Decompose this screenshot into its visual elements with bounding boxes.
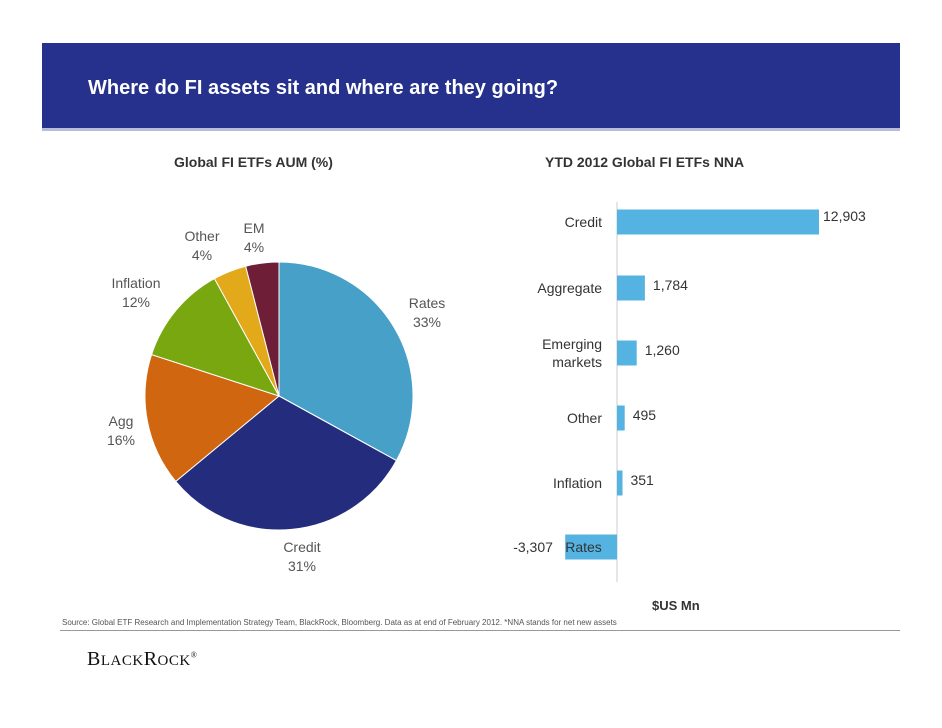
bar-other <box>617 405 625 431</box>
bar-value-label: 495 <box>633 407 657 423</box>
pie-slice-rates <box>278 261 414 462</box>
pie-slice-credit <box>175 395 398 531</box>
bar-inflation <box>617 470 623 496</box>
pie-label-credit: Credit <box>283 539 320 555</box>
pie-label-inflation: Inflation <box>111 275 160 291</box>
bar-value-label: 1,260 <box>645 342 680 358</box>
pie-slice-agg <box>144 353 281 483</box>
source-note: Source: Global ETF Research and Implemen… <box>62 618 617 627</box>
bar-credit <box>617 209 819 235</box>
bar-value-label: 1,784 <box>653 277 688 293</box>
bar-category-label: Other <box>567 410 602 426</box>
pie-slice-inflation <box>150 277 281 397</box>
bar-category-label: markets <box>552 354 602 370</box>
bar-category-label: Emerging <box>542 336 602 352</box>
bar-emerging-markets <box>617 340 637 366</box>
bar-rates <box>565 534 617 560</box>
pie-pct-em: 4% <box>244 239 264 255</box>
bar-value-label: 12,903 <box>823 208 866 224</box>
bar-category-label: Inflation <box>553 475 602 491</box>
bar-axis-unit-label: $US Mn <box>652 598 700 613</box>
bar-chart-title: YTD 2012 Global FI ETFs NNA <box>545 154 745 170</box>
bar-value-label: 351 <box>630 472 654 488</box>
pie-label-agg: Agg <box>109 413 134 429</box>
pie-slice-em <box>245 261 280 397</box>
pie-pct-inflation: 12% <box>122 294 150 310</box>
header-band: Where do FI assets sit and where are the… <box>42 43 900 131</box>
bar-category-label: Aggregate <box>537 280 602 296</box>
pie-label-rates: Rates <box>409 295 446 311</box>
pie-pct-agg: 16% <box>107 432 135 448</box>
page-title: Where do FI assets sit and where are the… <box>88 77 559 99</box>
bar-category-label: Credit <box>565 214 602 230</box>
pie-pct-other: 4% <box>192 247 212 263</box>
pie-pct-credit: 31% <box>288 558 316 574</box>
blackrock-logo: BLACKROCK® <box>87 648 198 670</box>
pie-label-other: Other <box>184 228 219 244</box>
bar-category-label: Rates <box>565 539 602 555</box>
footer-divider <box>60 630 900 631</box>
bar-aggregate <box>617 275 645 301</box>
pie-pct-rates: 33% <box>413 314 441 330</box>
pie-label-em: EM <box>244 220 265 236</box>
pie-chart-title: Global FI ETFs AUM (%) <box>174 154 333 170</box>
bar-value-label: -3,307 <box>513 539 553 555</box>
